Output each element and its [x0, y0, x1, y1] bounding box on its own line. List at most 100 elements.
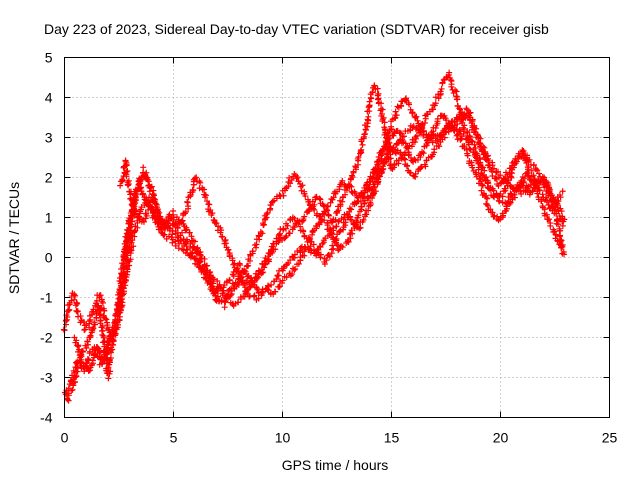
- data-point: [291, 251, 298, 258]
- data-point: [333, 223, 340, 230]
- data-point: [224, 246, 231, 253]
- data-point: [387, 143, 394, 150]
- data-point: [539, 191, 546, 198]
- data-point: [478, 178, 485, 185]
- data-point: [448, 83, 455, 90]
- y-tick-label: 5: [45, 50, 53, 66]
- data-point: [138, 204, 145, 211]
- data-point: [64, 395, 71, 402]
- data-point: [92, 346, 99, 353]
- data-point: [255, 267, 262, 274]
- data-point: [359, 141, 366, 148]
- data-point: [193, 174, 200, 181]
- data-point: [255, 295, 262, 302]
- data-point: [535, 170, 542, 177]
- data-point: [75, 343, 82, 350]
- data-point: [413, 113, 420, 120]
- data-point: [117, 278, 124, 285]
- data-point: [224, 292, 231, 299]
- data-point: [543, 194, 550, 201]
- data-point: [457, 118, 464, 125]
- data-point: [490, 193, 497, 200]
- y-tick-label: 4: [45, 90, 53, 106]
- chart-title: Day 223 of 2023, Sidereal Day-to-day VTE…: [44, 21, 549, 37]
- data-point: [524, 172, 531, 179]
- data-point: [206, 201, 213, 208]
- data-point: [536, 187, 543, 194]
- data-point: [404, 143, 411, 150]
- data-point: [323, 257, 330, 264]
- data-point: [511, 194, 518, 201]
- data-point: [110, 338, 117, 345]
- data-point: [221, 304, 228, 311]
- data-point: [484, 180, 491, 187]
- data-point: [525, 166, 532, 173]
- data-point: [249, 248, 256, 255]
- data-point: [95, 302, 102, 309]
- data-point: [72, 302, 79, 309]
- data-point: [317, 251, 324, 258]
- data-point: [333, 235, 340, 242]
- data-point: [438, 85, 445, 92]
- data-point: [251, 279, 258, 286]
- data-point: [210, 276, 217, 283]
- y-tick-label: -4: [40, 410, 53, 426]
- data-point: [355, 212, 362, 219]
- x-tick-label: 20: [493, 430, 509, 446]
- data-point: [409, 110, 416, 117]
- data-point: [339, 177, 346, 184]
- data-point: [497, 172, 504, 179]
- data-point: [98, 296, 105, 303]
- grid-lines: [64, 57, 610, 418]
- data-point: [170, 208, 177, 215]
- data-point: [81, 327, 88, 334]
- data-point: [471, 152, 478, 159]
- data-point: [322, 208, 329, 215]
- data-point: [85, 356, 92, 363]
- data-point: [253, 241, 260, 248]
- data-point: [179, 229, 186, 236]
- data-point: [456, 113, 463, 120]
- data-point: [475, 134, 482, 141]
- data-points: [60, 69, 568, 404]
- data-point: [182, 240, 189, 247]
- data-point: [268, 246, 275, 253]
- data-point: [124, 168, 131, 175]
- data-point: [477, 143, 484, 150]
- data-point: [90, 306, 97, 313]
- data-point: [292, 266, 299, 273]
- data-point: [316, 195, 323, 202]
- data-point: [397, 151, 404, 158]
- data-point: [74, 300, 81, 307]
- data-point: [213, 220, 220, 227]
- data-point: [554, 216, 561, 223]
- data-point: [121, 279, 128, 286]
- data-point: [547, 222, 554, 229]
- data-point: [84, 356, 91, 363]
- data-point: [352, 163, 359, 170]
- data-point: [388, 123, 395, 130]
- data-point: [235, 273, 242, 280]
- data-point: [403, 144, 410, 151]
- data-point: [143, 210, 150, 217]
- data-point: [421, 120, 428, 127]
- data-point: [384, 151, 391, 158]
- data-point: [253, 275, 260, 282]
- data-point: [519, 147, 526, 154]
- data-point: [80, 318, 87, 325]
- data-point: [457, 136, 464, 143]
- data-point: [288, 177, 295, 184]
- data-point: [432, 124, 439, 131]
- data-point: [334, 209, 341, 216]
- data-point: [411, 156, 418, 163]
- data-point: [252, 270, 259, 277]
- data-point: [297, 223, 304, 230]
- x-tick-label: 10: [275, 430, 291, 446]
- data-point: [114, 311, 121, 318]
- data-point: [479, 182, 486, 189]
- data-point: [366, 98, 373, 105]
- data-point: [431, 146, 438, 153]
- data-point: [530, 162, 537, 169]
- data-point: [279, 277, 286, 284]
